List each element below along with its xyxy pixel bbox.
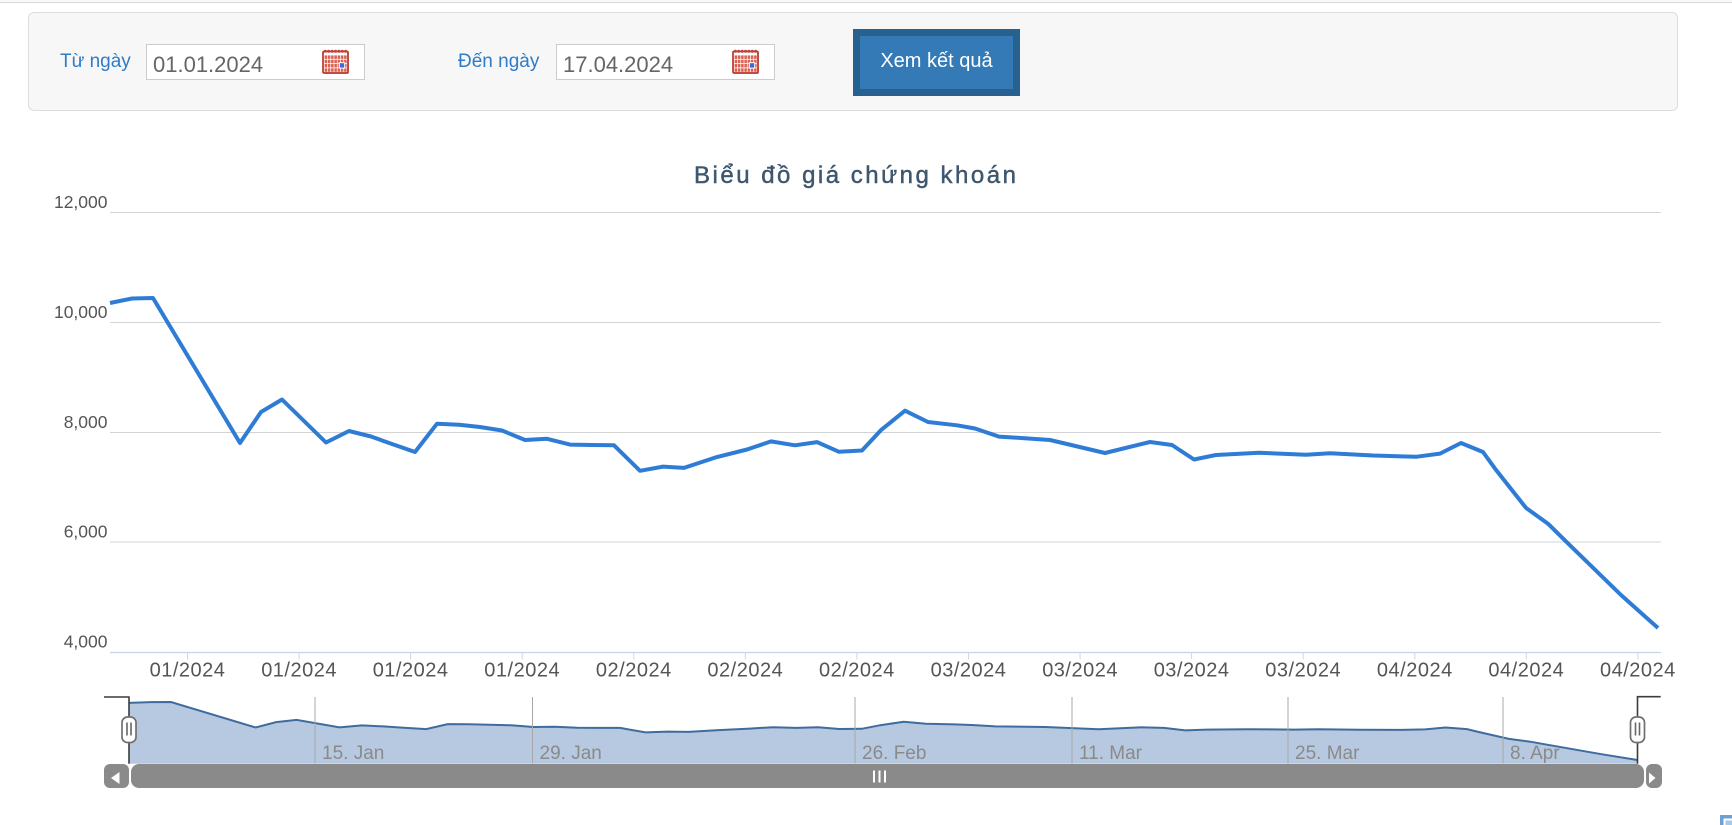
svg-text:25. Mar: 25. Mar <box>1295 743 1360 764</box>
svg-text:03/2024: 03/2024 <box>1154 660 1230 682</box>
svg-text:Biểu đồ giá chứng khoán: Biểu đồ giá chứng khoán <box>694 162 1018 189</box>
svg-text:01/2024: 01/2024 <box>150 660 226 682</box>
svg-text:02/2024: 02/2024 <box>596 660 672 682</box>
svg-text:12,000: 12,000 <box>54 192 108 212</box>
svg-text:03/2024: 03/2024 <box>1042 660 1118 682</box>
svg-text:29. Jan: 29. Jan <box>540 743 602 764</box>
svg-text:04/2024: 04/2024 <box>1377 660 1453 682</box>
svg-text:15. Jan: 15. Jan <box>322 743 384 764</box>
svg-text:4,000: 4,000 <box>64 632 108 652</box>
svg-text:11. Mar: 11. Mar <box>1079 743 1143 764</box>
svg-text:01/2024: 01/2024 <box>484 660 560 682</box>
svg-text:01/2024: 01/2024 <box>261 660 337 682</box>
svg-text:26. Feb: 26. Feb <box>862 743 926 764</box>
svg-text:04/2024: 04/2024 <box>1600 660 1676 682</box>
svg-text:03/2024: 03/2024 <box>931 660 1007 682</box>
svg-text:03/2024: 03/2024 <box>1265 660 1341 682</box>
svg-text:6,000: 6,000 <box>64 522 108 542</box>
svg-text:8. Apr: 8. Apr <box>1510 743 1560 764</box>
svg-text:01/2024: 01/2024 <box>373 660 449 682</box>
svg-text:02/2024: 02/2024 <box>819 660 895 682</box>
svg-text:8,000: 8,000 <box>64 412 108 432</box>
svg-text:10,000: 10,000 <box>54 302 108 322</box>
svg-text:02/2024: 02/2024 <box>707 660 783 682</box>
svg-text:04/2024: 04/2024 <box>1488 660 1564 682</box>
